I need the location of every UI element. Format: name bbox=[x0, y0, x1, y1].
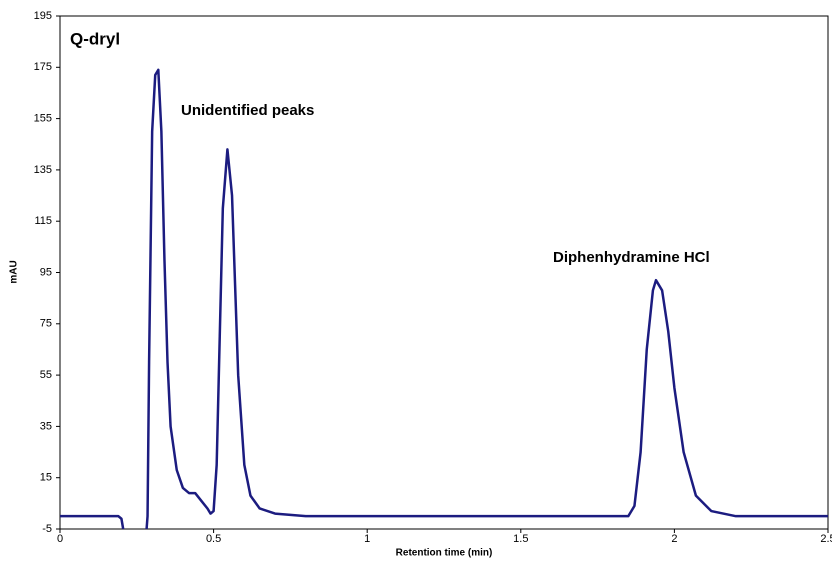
y-axis-label: mAU bbox=[9, 260, 20, 283]
y-tick-label: -5 bbox=[42, 523, 52, 535]
y-tick-label: 155 bbox=[34, 113, 52, 125]
x-tick-label: 2.5 bbox=[820, 533, 832, 545]
y-tick-label: 35 bbox=[40, 420, 52, 432]
y-tick-label: 115 bbox=[34, 215, 52, 227]
y-tick-label: 195 bbox=[34, 10, 52, 22]
x-tick-label: 0.5 bbox=[206, 533, 221, 545]
x-tick-label: 0 bbox=[57, 533, 63, 545]
annotation: Unidentified peaks bbox=[181, 102, 314, 119]
y-tick-label: 95 bbox=[40, 266, 52, 278]
x-tick-label: 2 bbox=[671, 533, 677, 545]
y-tick-label: 55 bbox=[40, 369, 52, 381]
chart-title: Q-dryl bbox=[70, 29, 120, 48]
y-tick-label: 75 bbox=[40, 318, 52, 330]
annotation: Diphenhydramine HCl bbox=[553, 249, 710, 266]
x-tick-label: 1 bbox=[364, 533, 370, 545]
x-tick-label: 1.5 bbox=[513, 533, 528, 545]
y-tick-label: 175 bbox=[34, 61, 52, 73]
series-group bbox=[60, 68, 828, 529]
plot-area bbox=[59, 15, 829, 530]
line bbox=[60, 68, 828, 529]
x-axis-label: Retention time (min) bbox=[396, 548, 493, 559]
y-tick-label: 135 bbox=[34, 164, 52, 176]
y-tick-label: 15 bbox=[40, 472, 52, 484]
